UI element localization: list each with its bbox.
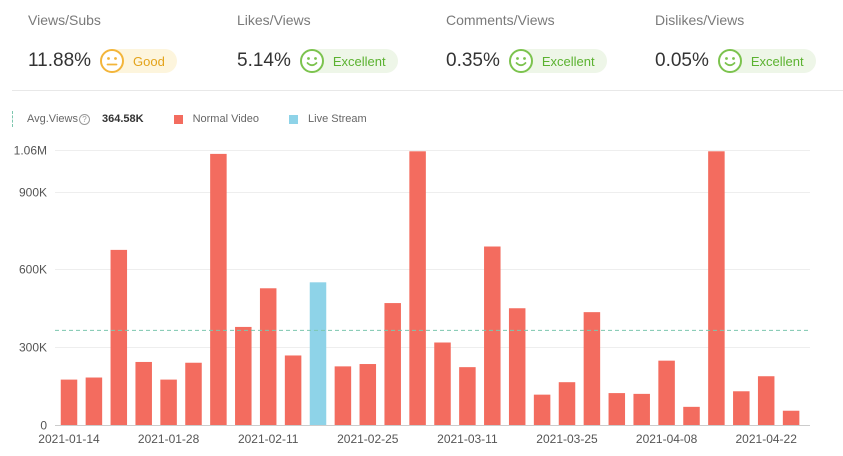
- x-tick-label: 2021-01-28: [138, 432, 200, 446]
- avg-views-label: Avg.Views ?: [27, 113, 90, 125]
- rating-text: Excellent: [332, 53, 386, 69]
- bar-normal-video[interactable]: [185, 362, 202, 425]
- bar-normal-video[interactable]: [235, 326, 252, 425]
- metric-comments-views: Comments/Views 0.35% Excellent: [446, 0, 646, 90]
- metric-views-subs: Views/Subs 11.88% Good: [28, 0, 228, 90]
- chart-legend: Avg.Views ? 364.58K Normal Video Live St…: [12, 110, 397, 128]
- bar-normal-video[interactable]: [210, 153, 227, 425]
- smile-face-icon: [299, 49, 324, 73]
- bar-normal-video[interactable]: [409, 151, 426, 426]
- metric-label: Likes/Views: [237, 12, 311, 28]
- bar-normal-video[interactable]: [434, 342, 451, 426]
- rating-text: Excellent: [750, 53, 804, 69]
- x-tick-label: 2021-01-14: [38, 432, 100, 446]
- bar-normal-video[interactable]: [733, 391, 750, 425]
- bar-normal-video[interactable]: [708, 151, 725, 426]
- bar-normal-video[interactable]: [60, 379, 78, 425]
- bar-normal-video[interactable]: [658, 360, 675, 425]
- neutral-face-icon: [100, 49, 125, 73]
- help-icon[interactable]: ?: [78, 113, 90, 125]
- bar-normal-video[interactable]: [782, 410, 800, 425]
- bar-live-stream[interactable]: [309, 282, 327, 425]
- bar-normal-video[interactable]: [459, 367, 476, 425]
- metric-label: Views/Subs: [28, 12, 101, 28]
- rating-badge-excellent: Excellent: [508, 49, 607, 73]
- bar-normal-video[interactable]: [558, 382, 576, 425]
- section-divider: [12, 90, 843, 91]
- rating-text: Excellent: [541, 53, 595, 69]
- x-tick-label: 2021-02-25: [337, 432, 399, 446]
- rating-badge-good: Good: [100, 49, 177, 73]
- bar-normal-video[interactable]: [608, 393, 626, 425]
- metric-likes-views: Likes/Views 5.14% Excellent: [237, 0, 437, 90]
- bar-normal-video[interactable]: [334, 366, 352, 425]
- metric-value: 11.88%: [28, 50, 92, 71]
- rating-badge-excellent: Excellent: [299, 49, 398, 73]
- x-tick-label: 2021-04-08: [636, 432, 698, 446]
- bar-normal-video[interactable]: [85, 377, 103, 425]
- bar-normal-video[interactable]: [359, 364, 377, 425]
- y-tick-label: 0: [40, 419, 47, 433]
- y-tick-label: 600K: [19, 263, 47, 277]
- bar-normal-video[interactable]: [683, 406, 700, 425]
- bar-normal-video[interactable]: [384, 303, 401, 425]
- avg-views-value: 364.58K: [101, 113, 144, 125]
- legend-label-live-stream[interactable]: Live Stream: [308, 113, 367, 125]
- x-axis-ticks: 2021-01-14 2021-01-28 2021-02-11 2021-02-25…: [38, 432, 797, 446]
- avg-line-legend-marker: [12, 111, 13, 127]
- bar-normal-video[interactable]: [259, 288, 277, 425]
- metrics-row: Views/Subs 11.88% Good Likes/Views 5.14%: [0, 0, 843, 90]
- metric-label: Comments/Views: [446, 12, 555, 28]
- x-tick-label: 2021-03-25: [536, 432, 598, 446]
- legend-swatch-live: [289, 114, 299, 124]
- bars: [60, 151, 800, 426]
- rating-badge-excellent: Excellent: [717, 49, 816, 73]
- legend-label-normal-video[interactable]: Normal Video: [192, 113, 260, 125]
- bar-normal-video[interactable]: [757, 376, 775, 425]
- y-tick-label: 300K: [19, 341, 47, 355]
- bar-normal-video[interactable]: [633, 393, 650, 425]
- x-tick-label: 2021-04-22: [736, 432, 798, 446]
- x-tick-label: 2021-02-11: [238, 432, 299, 446]
- smile-face-icon: [508, 49, 533, 73]
- bar-normal-video[interactable]: [135, 361, 152, 425]
- grid-lines: [55, 150, 810, 426]
- metric-dislikes-views: Dislikes/Views 0.05% Excellent: [655, 0, 843, 90]
- bar-normal-video[interactable]: [583, 312, 601, 425]
- bar-normal-video[interactable]: [508, 308, 526, 425]
- metric-value: 0.35%: [446, 50, 500, 71]
- metric-label: Dislikes/Views: [655, 12, 745, 28]
- y-tick-label: 1.06M: [14, 144, 47, 158]
- legend-swatch-normal: [173, 114, 183, 124]
- rating-text: Good: [133, 53, 165, 69]
- bar-normal-video[interactable]: [110, 249, 128, 425]
- avg-views-label-text: Avg.Views: [27, 113, 78, 125]
- bar-normal-video[interactable]: [484, 246, 501, 425]
- metric-value: 0.05%: [655, 50, 709, 71]
- metric-value: 5.14%: [237, 50, 291, 71]
- x-tick-label: 2021-03-11: [437, 432, 498, 446]
- y-axis-ticks: 0 300K 600K 900K 1.06M: [14, 144, 48, 433]
- smile-face-icon: [717, 49, 742, 73]
- bar-normal-video[interactable]: [284, 355, 302, 425]
- bar-normal-video[interactable]: [533, 394, 551, 425]
- y-tick-label: 900K: [19, 186, 47, 200]
- bar-normal-video[interactable]: [160, 379, 177, 425]
